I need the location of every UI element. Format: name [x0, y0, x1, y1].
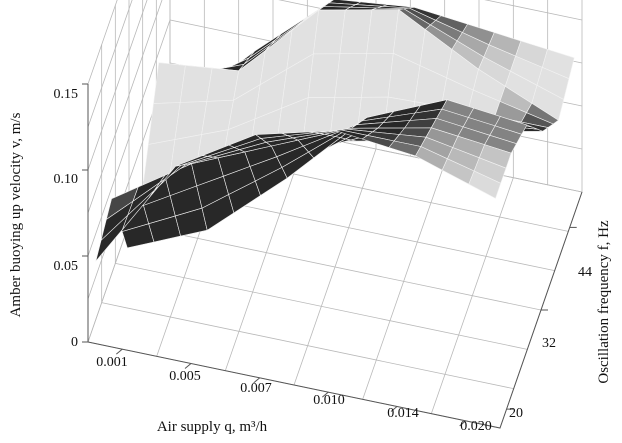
y-tick-label: 44: [578, 265, 592, 280]
x-axis-label: Air supply q, m³/h: [157, 419, 268, 435]
x-tick-label: 0.014: [387, 406, 419, 421]
x-tick-mark: [253, 377, 260, 384]
wall-z-grid-line: [87, 0, 583, 171]
x-tick-label: 0.005: [169, 369, 201, 384]
z-axis-label: Amber buoying up velocity v, m/s: [8, 112, 24, 317]
x-tick-mark: [184, 363, 192, 369]
x-tick-label: 0.010: [313, 393, 345, 408]
x-axis-ticks: 0.001 0.005 0.007 0.010 0.014 0.020: [96, 355, 492, 434]
floor-grid-line: [115, 262, 528, 350]
z-tick-label: 0.10: [54, 172, 79, 187]
wall-z-grid-line: [87, 0, 133, 128]
y-axis-label: Oscillation frequency f, Hz: [596, 220, 612, 384]
x-tick-mark: [322, 391, 329, 398]
x-tick-label: 0.020: [460, 419, 492, 434]
x-tick-mark: [390, 406, 398, 412]
surface-face: [468, 170, 502, 199]
surface-face: [361, 52, 394, 98]
x-tick-mark: [459, 420, 466, 427]
y-tick-label: 32: [542, 336, 556, 351]
surface-face: [339, 9, 373, 55]
z-tick-label: 0.05: [54, 259, 79, 274]
x-tick-mark: [116, 348, 123, 355]
wall-z-grid-line: [87, 0, 118, 85]
floor-grid-line: [101, 302, 514, 390]
floor-grid-line: [128, 223, 542, 311]
z-tick-label: 0: [71, 335, 78, 350]
y-tick-label: 20: [509, 406, 523, 421]
y-axis-ticks: 20 32 44: [509, 265, 592, 421]
x-tick-label: 0.007: [240, 381, 272, 396]
surface-plot: [95, 0, 575, 262]
surface-face: [307, 53, 341, 98]
z-tick-label: 0.15: [54, 87, 79, 102]
floor-frame: [87, 191, 583, 429]
z-axis-ticks: 0 0.05 0.10 0.15: [54, 87, 79, 350]
x-tick-label: 0.001: [96, 355, 128, 370]
